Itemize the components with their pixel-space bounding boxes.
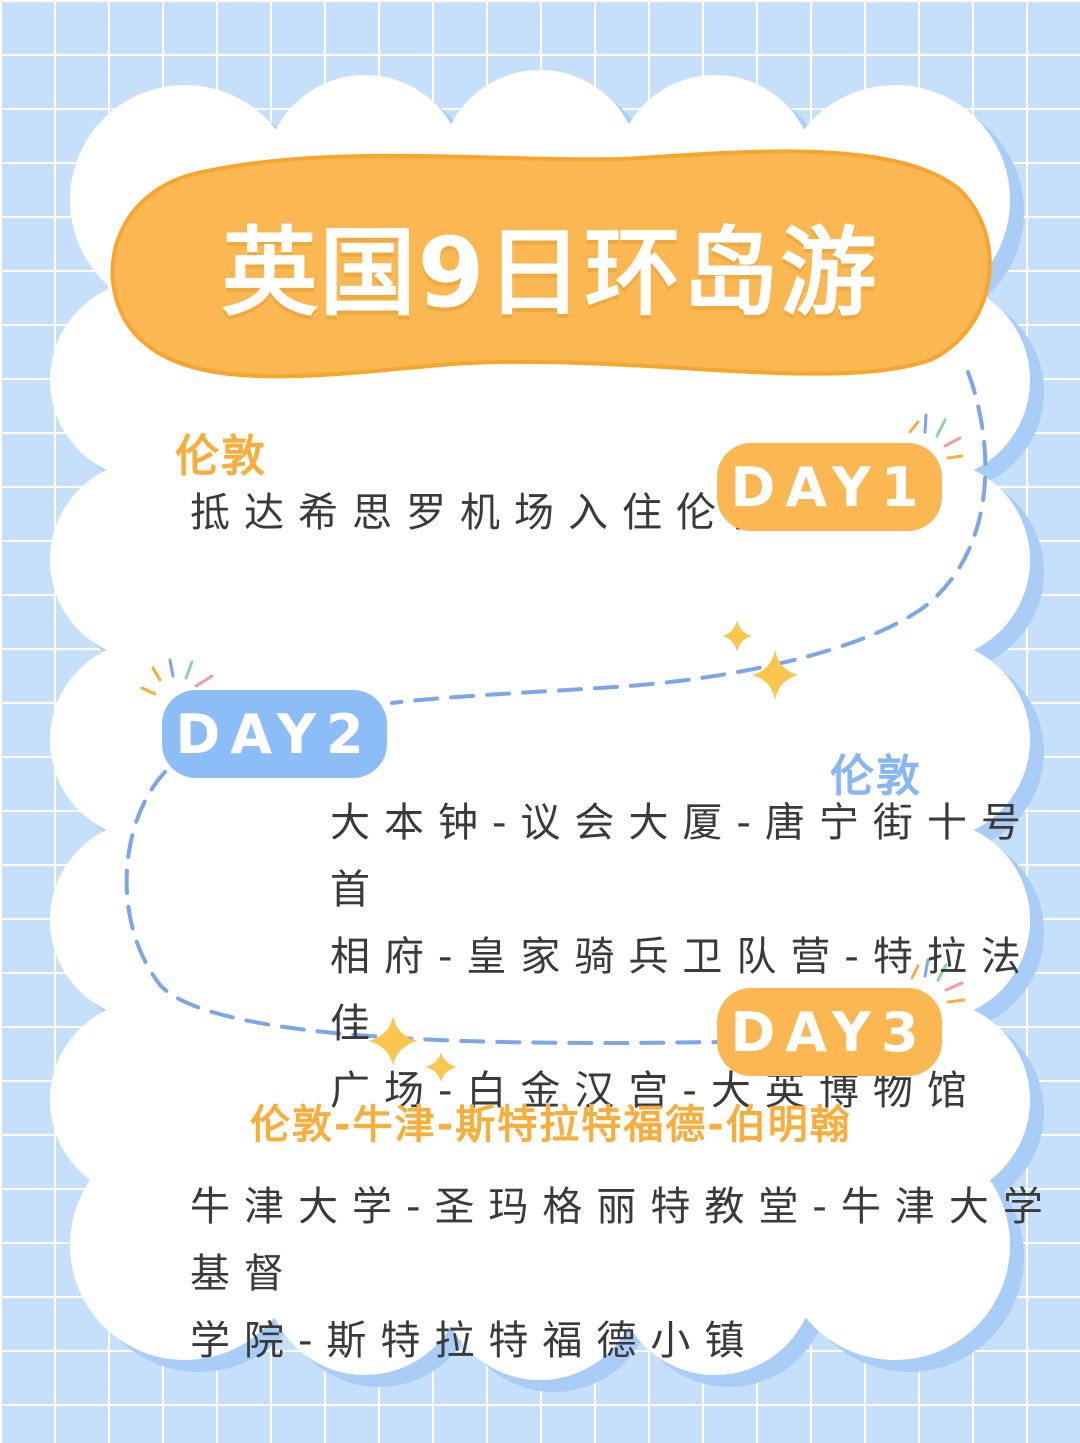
description-line: 抵达希思罗机场入住伦敦	[190, 490, 784, 536]
day2-badge: DAY2	[162, 690, 387, 778]
route-dashed-line	[124, 370, 988, 1045]
day1-description: 抵达希思罗机场入住伦敦	[190, 480, 784, 547]
description-line: 相府-皇家骑兵卫队营-特拉法佳	[330, 934, 1035, 1047]
sparkle-icon	[910, 958, 966, 1004]
star-icon	[425, 1052, 457, 1082]
day2-description: 大本钟-议会大厦-唐宁街十号首 相府-皇家骑兵卫队营-特拉法佳 广场-白金汉宫-…	[330, 790, 1080, 1125]
description-line: 牛津大学-圣玛格丽特教堂-牛津大学基督	[190, 1184, 1057, 1297]
page-title: 英国9日环岛游	[221, 217, 879, 329]
day2-city: 伦敦	[830, 751, 922, 802]
description-line: 大本钟-议会大厦-唐宁街十号首	[330, 800, 1035, 913]
description-line: 学院-斯特拉特福德小镇	[190, 1318, 759, 1364]
day3-city: 伦敦-牛津-斯特拉特福德-伯明翰	[250, 1102, 852, 1148]
sparkle-icon	[140, 658, 214, 696]
day3-badge: DAY3	[717, 988, 942, 1076]
star-icon	[368, 1016, 418, 1066]
star-icon	[752, 650, 798, 700]
star-icon	[722, 620, 752, 652]
day3-description: 牛津大学-圣玛格丽特教堂-牛津大学基督 学院-斯特拉特福德小镇	[190, 1174, 1080, 1375]
day1-city: 伦敦	[175, 431, 267, 482]
sparkle-icon	[908, 413, 964, 460]
day1-badge: DAY1	[717, 443, 942, 531]
